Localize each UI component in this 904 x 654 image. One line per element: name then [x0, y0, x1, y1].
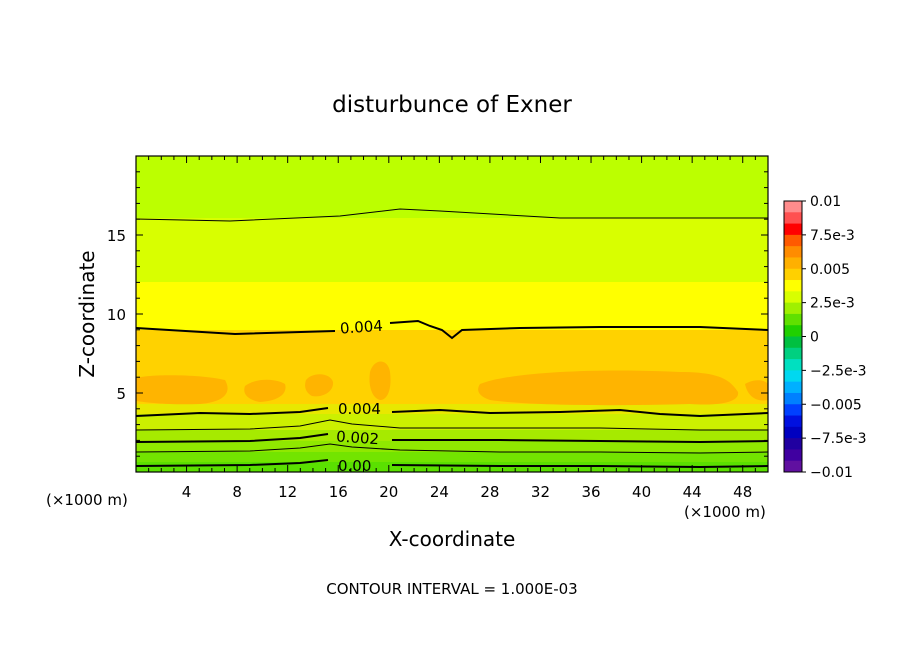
x-tick-label: 8 — [232, 483, 242, 501]
colorbar-swatch — [784, 415, 802, 428]
y-axis-ticks: 5 10 15 — [107, 171, 768, 457]
x-tick-label: 36 — [581, 483, 600, 501]
band-yellow-green — [136, 218, 768, 282]
colorbar-label: −0.01 — [810, 465, 853, 481]
y-tick-label: 15 — [107, 227, 126, 245]
x-tick-label: 16 — [329, 483, 348, 501]
chart-title: disturbunce of Exner — [332, 92, 572, 118]
band-yellow — [136, 282, 768, 330]
colorbar-swatch — [784, 347, 802, 360]
colorbar-swatch — [784, 426, 802, 439]
colorbar-swatch — [784, 212, 802, 225]
x-tick-label: 20 — [379, 483, 398, 501]
colorbar-label: −2.5e-3 — [810, 363, 867, 379]
colorbar-swatch — [784, 325, 802, 337]
contour-label-3: 0.002 — [336, 427, 380, 448]
x-tick-label: 32 — [531, 483, 550, 501]
colorbar-swatch — [784, 302, 802, 315]
colorbar-swatch — [784, 460, 802, 473]
x-axis-label: X-coordinate — [389, 527, 516, 551]
colorbar-label: −7.5e-3 — [810, 431, 867, 447]
band-green — [136, 452, 768, 462]
band-yellow-low — [136, 404, 768, 414]
colorbar-label: 0 — [810, 330, 819, 346]
colorbar-swatch — [784, 223, 802, 236]
contour-line-top — [136, 208, 768, 222]
x-tick-label: 40 — [632, 483, 651, 501]
plot-area — [136, 156, 768, 472]
band-low-green — [136, 462, 768, 472]
contour-label-2: 0.004 — [338, 400, 381, 418]
colorbar-swatch — [784, 201, 802, 213]
band-top-green — [136, 156, 768, 218]
y-tick-label: 5 — [116, 385, 126, 403]
y-tick-label: 10 — [107, 306, 126, 324]
contour-line-0004-upper — [136, 319, 768, 340]
colorbar-swatch — [784, 291, 802, 304]
contour-label-1: 0.004 — [339, 317, 383, 338]
band-green-2 — [136, 441, 768, 452]
x-tick-label: 48 — [733, 483, 752, 501]
x-tick-label: 12 — [278, 483, 297, 501]
colorbar-swatch — [784, 404, 802, 417]
colorbar-label: 7.5e-3 — [810, 228, 855, 244]
colorbar-swatch — [784, 313, 802, 326]
colorbar-swatch — [784, 280, 802, 292]
colorbar-label: 0.005 — [810, 262, 850, 278]
colorbar-swatch — [784, 438, 802, 450]
colorbar — [783, 200, 803, 473]
contour-line-0004-lower — [136, 407, 768, 418]
contour-line-0000 — [136, 459, 768, 469]
colorbar-swatch — [784, 392, 802, 405]
colorbar-swatch — [784, 257, 802, 270]
colorbar-swatch — [784, 268, 802, 281]
x-tick-label: 24 — [430, 483, 449, 501]
colorbar-swatch — [784, 336, 802, 349]
x-tick-label: 44 — [683, 483, 702, 501]
colorbar-labels: 0.01 7.5e-3 0.005 2.5e-3 0 −2.5e-3 −0.005 −7.5e… — [802, 194, 867, 481]
colorbar-swatch — [784, 370, 802, 383]
colorbar-swatch — [784, 246, 802, 258]
colorbar-swatch — [784, 359, 802, 371]
colorbar-swatch — [784, 234, 802, 247]
x-tick-label: 4 — [182, 483, 192, 501]
x-axis-ticks: 4 8 12 16 20 24 28 32 36 40 44 48 — [148, 156, 756, 501]
contour-interval-note: CONTOUR INTERVAL = 1.000E-03 — [326, 580, 577, 598]
colorbar-swatch — [784, 381, 802, 394]
y-unit-label: (×1000 m) — [46, 491, 128, 509]
orange-patches — [136, 361, 768, 406]
colorbar-label: 0.01 — [810, 194, 841, 210]
contour-line-mid — [136, 419, 768, 431]
y-axis-label: Z-coordinate — [75, 250, 99, 377]
colorbar-label: 2.5e-3 — [810, 296, 855, 312]
contour-line-0002 — [136, 433, 768, 444]
colorbar-swatch — [784, 449, 802, 462]
contour-line-low — [136, 443, 768, 454]
colorbar-label: −0.005 — [810, 397, 862, 413]
x-tick-label: 28 — [480, 483, 499, 501]
x-unit-label: (×1000 m) — [684, 503, 766, 521]
band-lime — [136, 430, 768, 441]
